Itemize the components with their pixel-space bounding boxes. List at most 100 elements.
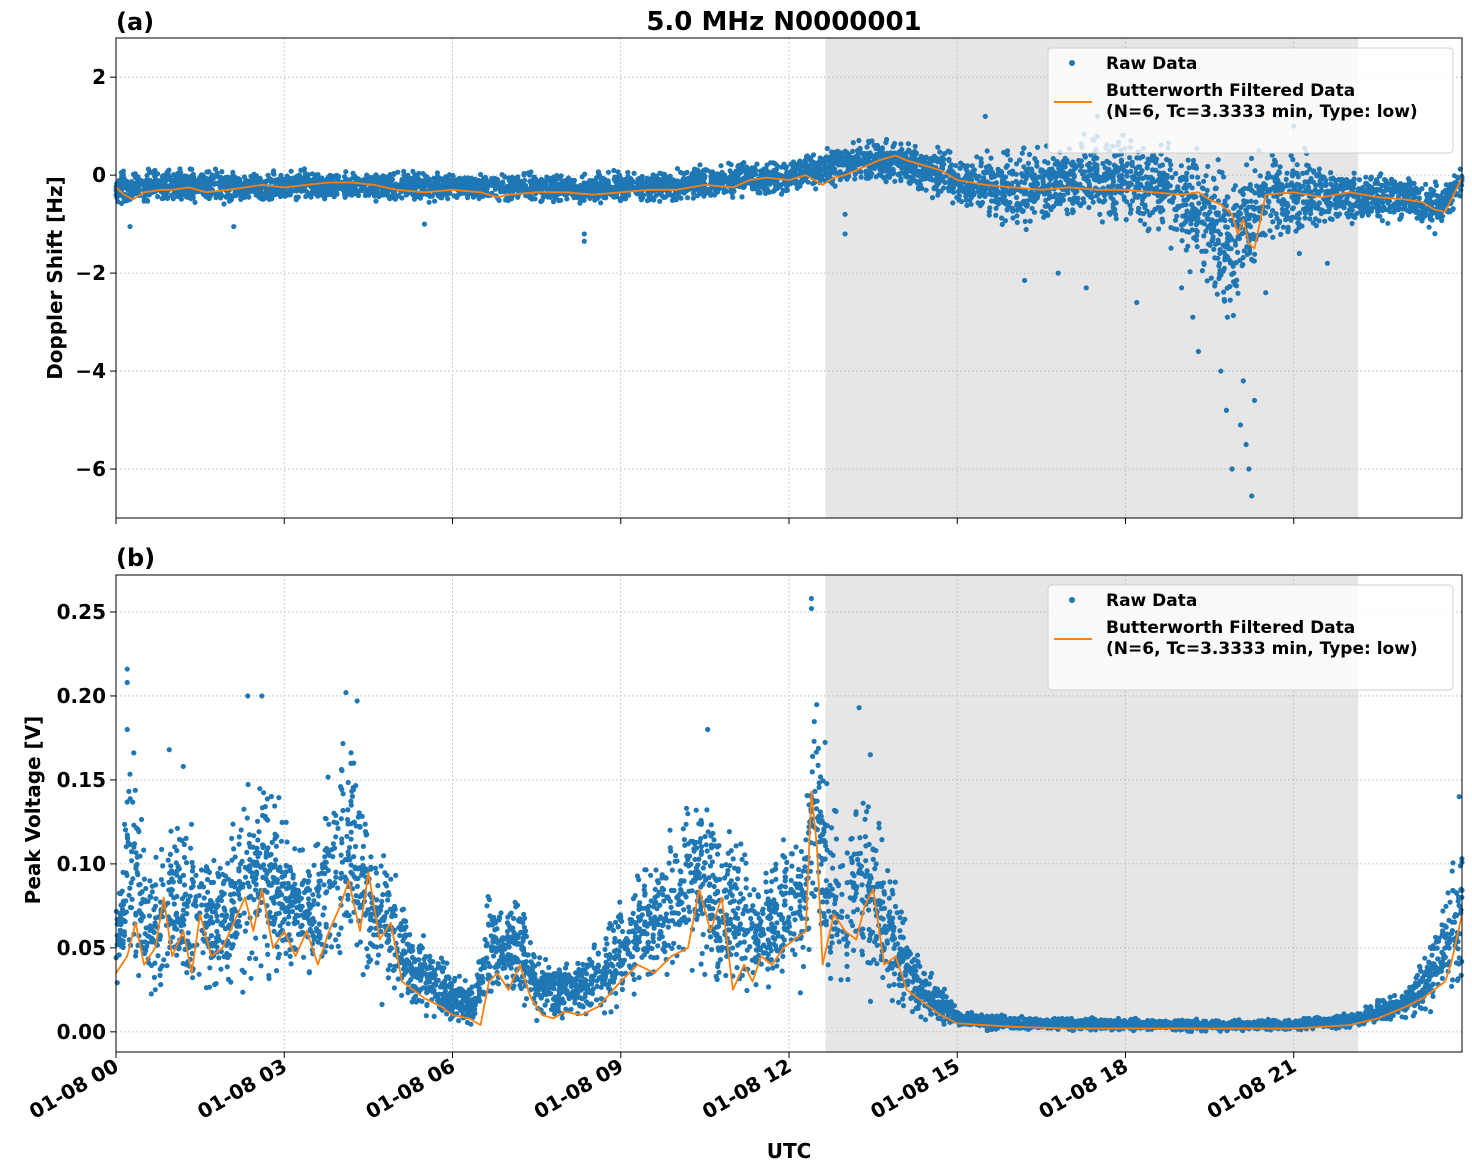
raw-data-point [1137,217,1144,224]
raw-data-point [374,179,380,185]
raw-data-point [1046,190,1052,196]
raw-data-point [204,186,210,192]
raw-data-point [155,194,161,200]
raw-data-point [1369,205,1375,211]
raw-data-point [1212,186,1218,192]
raw-data-point [1046,195,1052,201]
raw-data-point [1373,203,1380,209]
raw-data-point [1388,176,1395,182]
raw-data-point [288,168,294,174]
raw-data-point [270,170,276,176]
raw-data-point [1221,298,1228,304]
raw-data-point [1142,221,1148,227]
raw-data-point [1048,207,1054,213]
raw-data-point [1201,178,1207,184]
raw-data-point [528,169,534,175]
raw-data-point [1387,203,1393,209]
raw-data-point [1290,214,1296,220]
raw-data-point [664,175,670,181]
raw-data-point [993,205,999,211]
raw-data-point [1189,201,1195,208]
raw-data-point [1025,160,1031,166]
raw-data-point [383,189,389,195]
raw-data-point [1432,199,1438,206]
raw-data-point [175,170,181,176]
raw-data-point [1100,199,1106,205]
raw-data-point [1045,160,1051,166]
raw-data-point [1313,205,1319,211]
raw-data-point [1010,215,1016,221]
raw-data-point [1201,261,1207,267]
raw-data-point [956,197,962,203]
raw-data-point [455,182,461,188]
raw-data-point [972,172,978,178]
raw-data-point [739,194,745,200]
raw-data-point [293,197,299,203]
raw-data-point [1168,162,1174,168]
raw-data-point [701,193,707,199]
raw-data-point [514,176,520,183]
raw-data-point [1018,188,1024,194]
raw-data-point [1155,178,1161,184]
raw-data-point [1377,173,1383,179]
raw-data-point [1224,224,1231,230]
raw-data-point [1094,168,1100,174]
raw-data-point [299,187,305,193]
raw-data-point [549,184,555,190]
raw-data-point [1416,190,1422,196]
raw-data-point [1302,215,1308,221]
raw-data-point [1305,163,1311,169]
raw-data-point [1174,226,1180,232]
raw-data-point [651,196,657,202]
raw-data-point [951,170,957,176]
raw-data-point [1031,209,1038,215]
raw-data-point [1135,194,1141,200]
raw-data-point [1336,177,1342,183]
raw-data-point [1278,231,1284,237]
raw-data-point [1129,198,1136,204]
raw-data-point [1165,180,1171,186]
raw-data-point [785,170,791,176]
raw-data-point [1397,216,1403,222]
raw-data-point [1142,205,1148,211]
raw-data-point [1160,207,1166,213]
raw-data-point [1034,159,1040,165]
raw-data-point [1236,235,1242,242]
raw-data-point [392,193,398,199]
raw-data-point [648,190,654,196]
raw-data-point [1067,196,1073,203]
raw-data-point [1196,181,1202,187]
raw-data-point [217,194,223,200]
raw-data-point [1086,204,1092,211]
raw-data-point [1127,155,1133,161]
raw-data-point [1079,163,1085,169]
raw-data-point [596,188,602,194]
raw-data-point [219,169,225,175]
raw-data-point [361,188,367,194]
raw-data-point [864,144,870,150]
raw-data-point [1144,160,1150,166]
raw-data-point [638,175,645,181]
raw-data-point [1092,177,1098,183]
raw-data-point [911,165,917,171]
raw-data-point [1199,185,1205,191]
raw-data-point [582,171,588,177]
raw-data-point [817,161,823,167]
raw-data-point [1188,217,1194,223]
raw-data-point [1316,200,1322,206]
raw-data-point [1284,170,1290,176]
raw-data-point [1101,176,1108,182]
raw-data-point [1218,217,1224,223]
raw-data-point [1155,205,1161,211]
raw-data-point [605,180,612,187]
raw-data-point [538,176,544,182]
raw-data-point [1217,247,1223,253]
raw-data-point [1173,170,1179,177]
raw-data-point [1110,196,1116,203]
raw-data-point [899,170,905,176]
raw-data-point [1180,213,1186,219]
raw-data-point [702,186,708,192]
raw-data-point [251,172,257,178]
raw-data-point [1300,199,1306,205]
raw-data-point [1127,210,1134,216]
